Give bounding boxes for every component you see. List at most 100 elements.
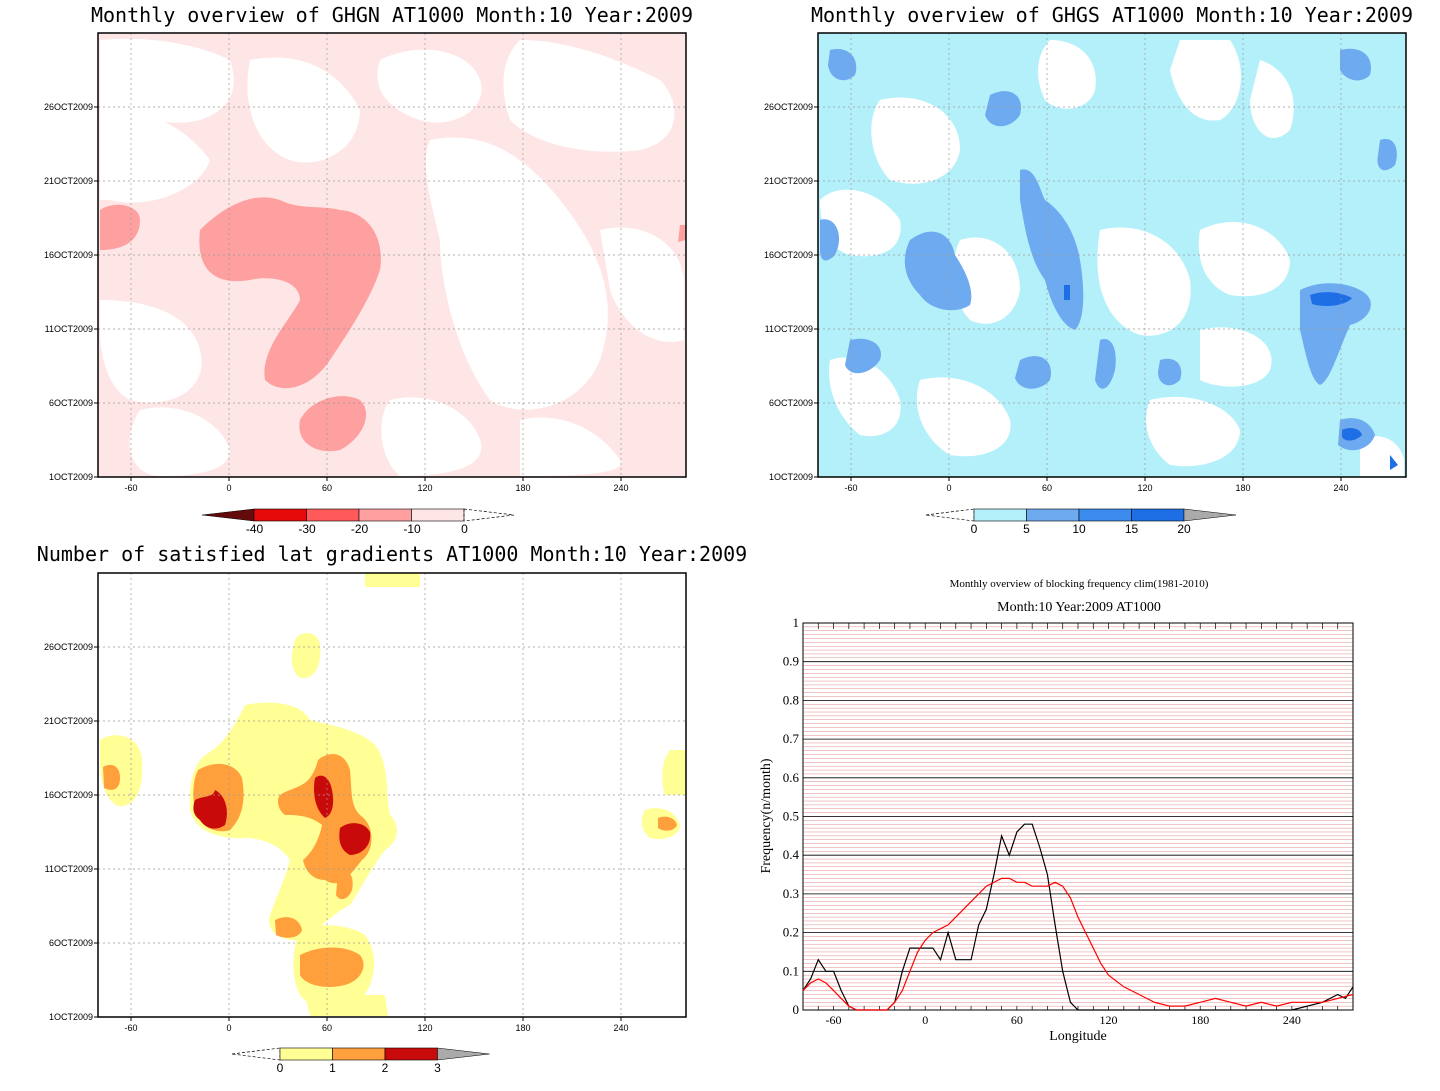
gradients-level-1 bbox=[336, 870, 353, 900]
x-tick-label: 0 bbox=[922, 1013, 928, 1027]
gradients-colorbar: 0 1 2 3 bbox=[231, 1047, 490, 1075]
x-tick-label: 0 bbox=[946, 483, 951, 493]
y-tick-label: 16OCT2009 bbox=[764, 250, 813, 260]
colorbar-label: 5 bbox=[1023, 522, 1030, 536]
y-tick-label: 1OCT2009 bbox=[769, 472, 813, 482]
frequency-subtitle: Month:10 Year:2009 AT1000 bbox=[997, 600, 1161, 615]
ghgs-x-axis: -60 0 60 120 180 240 bbox=[844, 477, 1349, 493]
colorbar-label: 1 bbox=[329, 1061, 336, 1075]
y-tick-label: 0.2 bbox=[783, 925, 799, 940]
ghgs-zero-region bbox=[871, 97, 960, 184]
x-tick-label: 240 bbox=[1283, 1013, 1301, 1027]
ghgs-high-region bbox=[1064, 285, 1070, 300]
colorbar-arrow-left bbox=[201, 508, 255, 522]
y-tick-label: 21OCT2009 bbox=[764, 176, 813, 186]
gradients-field bbox=[98, 573, 686, 1017]
ghgn-field bbox=[98, 33, 686, 477]
ghgs-high-region bbox=[1342, 427, 1362, 441]
colorbar-box bbox=[1026, 508, 1080, 522]
ghgs-zero-region bbox=[916, 377, 1011, 457]
y-tick-label: 0.9 bbox=[783, 654, 799, 669]
colorbar-label: 0 bbox=[277, 1061, 284, 1075]
ghgn-zero-region bbox=[600, 227, 684, 342]
x-tick-label: -60 bbox=[826, 1013, 842, 1027]
y-tick-label: 0.4 bbox=[783, 847, 800, 862]
ghgn-gridlines bbox=[98, 33, 686, 477]
colorbar-label: -20 bbox=[351, 522, 369, 536]
ghgn-moderate-region bbox=[678, 225, 686, 242]
x-tick-label: 0 bbox=[226, 483, 231, 493]
colorbar-label: -30 bbox=[298, 522, 316, 536]
ghgs-high-region bbox=[1390, 455, 1398, 470]
colorbar-label: -10 bbox=[403, 522, 421, 536]
x-tick-label: 60 bbox=[1042, 483, 1052, 493]
y-tick-label: 6OCT2009 bbox=[49, 398, 93, 408]
y-tick-label: 0.8 bbox=[783, 692, 799, 707]
x-tick-label: -60 bbox=[124, 483, 137, 493]
frequency-x-axis: -60 0 60 120 180 240 bbox=[826, 1013, 1301, 1027]
colorbar-label: 20 bbox=[1177, 522, 1191, 536]
y-tick-label: 26OCT2009 bbox=[44, 102, 93, 112]
ghgn-zero-region bbox=[100, 38, 234, 123]
frequency-gridlines bbox=[802, 622, 1354, 1010]
y-tick-label: 1 bbox=[793, 615, 800, 630]
gradients-level-1 bbox=[275, 917, 302, 938]
gradients-gridlines bbox=[98, 573, 686, 1017]
x-tick-label: 240 bbox=[613, 483, 628, 493]
y-tick-label: 11OCT2009 bbox=[45, 324, 93, 334]
colorbar-label: 2 bbox=[382, 1061, 389, 1075]
ghgn-zero-region bbox=[100, 100, 210, 203]
ghgs-y-axis: 1OCT2009 6OCT2009 11OCT2009 16OCT2009 21OCT2… bbox=[764, 102, 818, 482]
ghgn-zero-region bbox=[503, 40, 675, 152]
ghgs-mid-region bbox=[1015, 356, 1051, 389]
panel-ghgs: Monthly overview of GHGS AT1000 Month:10… bbox=[764, 3, 1413, 536]
colorbar-label: 3 bbox=[434, 1061, 441, 1075]
y-tick-label: 1OCT2009 bbox=[49, 472, 93, 482]
x-tick-label: 180 bbox=[515, 1023, 530, 1033]
ghgn-y-axis: 1OCT2009 6OCT2009 11OCT2009 16OCT2009 21OCT2… bbox=[44, 102, 98, 482]
gradients-level-0 bbox=[365, 573, 420, 587]
ghgs-gridlines bbox=[818, 33, 1406, 477]
y-tick-label: 21OCT2009 bbox=[44, 176, 93, 186]
colorbar-arrow-right bbox=[1183, 508, 1237, 522]
x-tick-label: 120 bbox=[1100, 1013, 1118, 1027]
colorbar-label: 15 bbox=[1125, 522, 1139, 536]
gradients-title: Number of satisfied lat gradients AT1000… bbox=[37, 542, 747, 566]
colorbar-arrow-left bbox=[925, 508, 975, 522]
frequency-y-axis: 0 0.1 0.2 0.3 0.4 0.5 0.6 0.7 0.8 0.9 1 bbox=[783, 615, 800, 1017]
ghgs-field bbox=[818, 33, 1406, 477]
ghgs-mid-region bbox=[1158, 358, 1182, 386]
gradients-level-2 bbox=[314, 775, 334, 818]
colorbar-box bbox=[358, 508, 412, 522]
ghgn-zero-region bbox=[377, 49, 482, 123]
ghgs-mid-region bbox=[828, 49, 857, 81]
colorbar-box bbox=[306, 508, 360, 522]
ghgn-zero-region bbox=[520, 417, 621, 476]
y-tick-label: 26OCT2009 bbox=[764, 102, 813, 112]
y-tick-label: 11OCT2009 bbox=[45, 864, 93, 874]
colorbar-box bbox=[973, 508, 1027, 522]
ghgn-moderate-region bbox=[100, 204, 140, 250]
colorbar-label: -40 bbox=[246, 522, 264, 536]
colorbar-arrow-right bbox=[463, 508, 515, 522]
colorbar-label: 0 bbox=[971, 522, 978, 536]
ghgs-mid-region bbox=[1340, 48, 1371, 81]
y-tick-label: 0 bbox=[793, 1002, 800, 1017]
ghgs-mid-region bbox=[820, 219, 840, 261]
panel-ghgn: Monthly overview of GHGN AT1000 Month:10… bbox=[44, 3, 693, 536]
gradients-level-1 bbox=[658, 816, 677, 831]
y-tick-label: 26OCT2009 bbox=[44, 642, 93, 652]
y-tick-label: 0.1 bbox=[783, 963, 799, 978]
colorbar-box bbox=[384, 1047, 438, 1061]
gradients-level-2 bbox=[339, 823, 371, 855]
frequency-series bbox=[802, 823, 1354, 1011]
ghgn-moderate-region bbox=[299, 396, 367, 452]
gradients-x-axis: -60 0 60 120 180 240 bbox=[124, 1017, 629, 1033]
x-tick-label: 180 bbox=[1191, 1013, 1209, 1027]
ghgs-zero-region bbox=[1250, 60, 1294, 139]
gradients-level-1 bbox=[103, 764, 120, 790]
colorbar-label: 10 bbox=[1072, 522, 1086, 536]
ghgs-zero-region bbox=[1198, 221, 1290, 297]
ghgs-zero-region bbox=[820, 189, 901, 257]
